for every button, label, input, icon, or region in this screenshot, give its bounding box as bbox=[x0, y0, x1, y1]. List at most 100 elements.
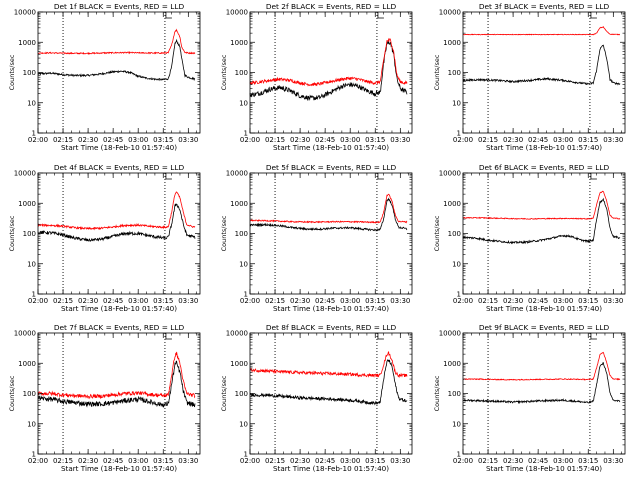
y-tick-label: 100 bbox=[235, 230, 248, 238]
y-tick-label: 10 bbox=[452, 99, 461, 107]
y-tick-label: 10 bbox=[239, 99, 248, 107]
x-tick-label: 02:45 bbox=[315, 457, 335, 465]
plot-frame bbox=[249, 11, 413, 134]
y-tick-label: 10000 bbox=[226, 330, 248, 338]
panel-title: Det 4f BLACK = Events, RED = LLD bbox=[54, 163, 185, 172]
panel-det-7f: Det 7f BLACK = Events, RED = LLD 1 10 100 10… bbox=[8, 323, 201, 473]
y-tick-label: 100 bbox=[448, 390, 461, 398]
x-tick-label: 03:00 bbox=[128, 297, 148, 305]
marker-bracket bbox=[590, 173, 597, 180]
y-tick-label: 10 bbox=[239, 260, 248, 268]
marker-bracket bbox=[377, 173, 384, 180]
panel-title: Det 9f BLACK = Events, RED = LLD bbox=[479, 323, 610, 332]
series-lld-line bbox=[249, 351, 408, 379]
y-tick-label: 10000 bbox=[14, 170, 36, 178]
x-tick-label: 02:30 bbox=[503, 457, 523, 465]
y-axis-label: Counts/sec bbox=[433, 54, 441, 90]
y-tick-label: 10000 bbox=[439, 170, 461, 178]
series-events-line bbox=[462, 361, 621, 405]
x-tick-label: 02:00 bbox=[28, 297, 48, 305]
x-axis-label: Start Time (18-Feb-10 01:57:40) bbox=[61, 143, 177, 152]
y-axis-label: Counts/sec bbox=[433, 375, 441, 411]
x-tick-label: 03:30 bbox=[178, 136, 198, 144]
x-tick-label: 03:00 bbox=[553, 297, 573, 305]
marker-bracket bbox=[590, 12, 597, 19]
x-tick-label: 03:00 bbox=[128, 136, 148, 144]
panel-det-3f: Det 3f BLACK = Events, RED = LLD 1 10 100 10… bbox=[433, 2, 626, 152]
x-tick-label: 03:00 bbox=[128, 457, 148, 465]
x-tick-label: 02:15 bbox=[53, 297, 73, 305]
marker-bracket bbox=[590, 333, 597, 340]
x-tick-label: 03:30 bbox=[603, 136, 623, 144]
series-events-line bbox=[249, 359, 408, 406]
x-tick-label: 02:30 bbox=[290, 297, 310, 305]
y-axis-label: Counts/sec bbox=[8, 215, 16, 251]
series-lld-line bbox=[462, 351, 621, 381]
y-tick-label: 10000 bbox=[439, 330, 461, 338]
panel-det-6f: Det 6f BLACK = Events, RED = LLD 1 10 100 10… bbox=[433, 163, 626, 313]
y-tick-label: 1 bbox=[32, 130, 36, 138]
x-tick-label: 03:15 bbox=[153, 136, 173, 144]
x-tick-label: 03:30 bbox=[603, 457, 623, 465]
x-tick-label: 02:00 bbox=[453, 297, 473, 305]
y-tick-label: 10 bbox=[452, 260, 461, 268]
x-tick-label: 03:00 bbox=[340, 457, 360, 465]
x-tick-label: 03:00 bbox=[340, 297, 360, 305]
series-events-line bbox=[37, 360, 196, 408]
x-tick-label: 03:15 bbox=[578, 136, 598, 144]
plot-frame bbox=[462, 172, 626, 295]
series-events-line bbox=[37, 38, 196, 82]
x-axis-label: Start Time (18-Feb-10 01:57:40) bbox=[273, 464, 389, 473]
panel-det-5f: Det 5f BLACK = Events, RED = LLD 1 10 100 10… bbox=[220, 163, 413, 313]
x-tick-label: 03:30 bbox=[178, 457, 198, 465]
x-tick-label: 03:30 bbox=[390, 457, 410, 465]
x-tick-label: 02:15 bbox=[478, 136, 498, 144]
y-tick-label: 1 bbox=[32, 451, 36, 459]
panel-title: Det 7f BLACK = Events, RED = LLD bbox=[54, 323, 185, 332]
x-tick-label: 02:30 bbox=[290, 457, 310, 465]
plot-frame bbox=[462, 332, 626, 455]
y-tick-label: 100 bbox=[23, 230, 36, 238]
marker-bracket bbox=[165, 173, 172, 180]
y-tick-label: 100 bbox=[23, 390, 36, 398]
y-tick-label: 10 bbox=[452, 420, 461, 428]
x-tick-label: 02:45 bbox=[528, 457, 548, 465]
x-tick-label: 03:30 bbox=[603, 297, 623, 305]
x-axis-label: Start Time (18-Feb-10 01:57:40) bbox=[61, 304, 177, 313]
series-lld-line bbox=[37, 351, 196, 400]
y-tick-label: 100 bbox=[448, 230, 461, 238]
series-lld-line bbox=[249, 37, 408, 87]
x-tick-label: 02:30 bbox=[78, 136, 98, 144]
x-tick-label: 02:15 bbox=[265, 457, 285, 465]
x-tick-label: 03:00 bbox=[340, 136, 360, 144]
x-tick-label: 02:15 bbox=[53, 457, 73, 465]
y-tick-label: 10000 bbox=[226, 9, 248, 17]
y-tick-label: 1000 bbox=[230, 360, 248, 368]
x-tick-label: 03:30 bbox=[178, 297, 198, 305]
x-tick-label: 02:00 bbox=[453, 457, 473, 465]
y-tick-label: 1 bbox=[244, 291, 248, 299]
panel-det-1f: Det 1f BLACK = Events, RED = LLD 1 10 100 10… bbox=[8, 2, 201, 152]
marker-bracket bbox=[377, 333, 384, 340]
y-axis-label: Counts/sec bbox=[433, 215, 441, 251]
y-tick-label: 100 bbox=[235, 69, 248, 77]
x-tick-label: 02:45 bbox=[528, 297, 548, 305]
x-tick-label: 02:00 bbox=[28, 136, 48, 144]
marker-bracket bbox=[377, 12, 384, 19]
y-tick-label: 1 bbox=[244, 451, 248, 459]
series-events-line bbox=[249, 197, 408, 232]
y-tick-label: 100 bbox=[23, 69, 36, 77]
marker-bracket bbox=[165, 12, 172, 19]
y-tick-label: 10 bbox=[27, 420, 36, 428]
marker-bracket bbox=[165, 333, 172, 340]
series-events-line bbox=[249, 41, 408, 101]
y-tick-label: 1000 bbox=[18, 39, 36, 47]
x-tick-label: 02:15 bbox=[265, 136, 285, 144]
x-tick-label: 02:00 bbox=[240, 136, 260, 144]
y-tick-label: 1000 bbox=[443, 360, 461, 368]
series-lld-line bbox=[37, 28, 196, 55]
y-tick-label: 10000 bbox=[14, 330, 36, 338]
x-axis-label: Start Time (18-Feb-10 01:57:40) bbox=[273, 304, 389, 313]
panel-title: Det 1f BLACK = Events, RED = LLD bbox=[54, 2, 185, 11]
